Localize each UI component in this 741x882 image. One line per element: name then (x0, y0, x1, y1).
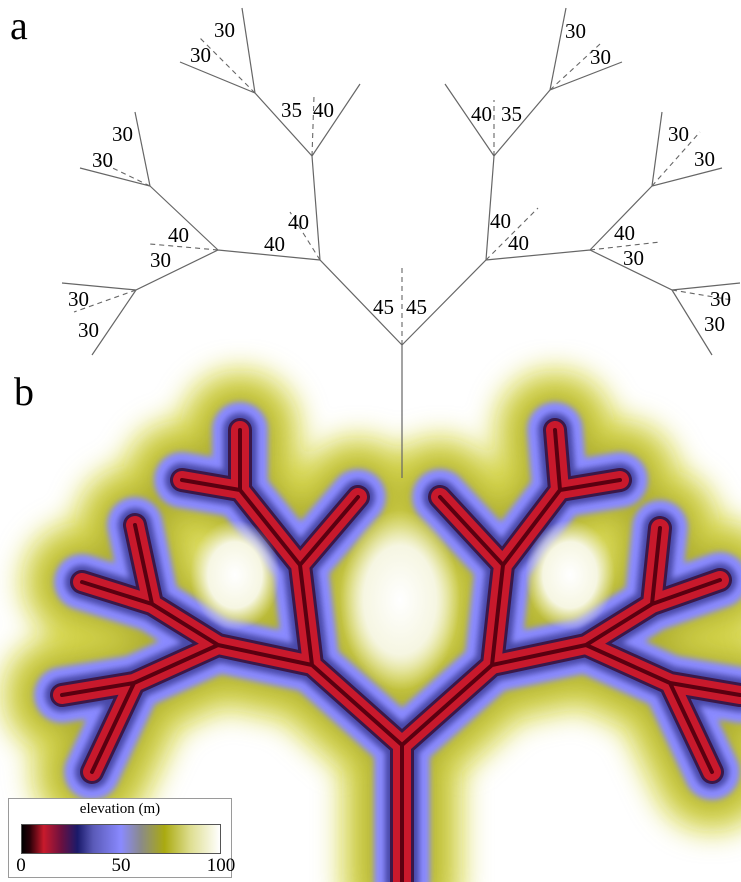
angle-label: 35 (281, 98, 302, 122)
angle-label: 30 (668, 122, 689, 146)
left-basin (190, 520, 280, 630)
angle-label: 30 (623, 246, 644, 270)
angle-label: 30 (68, 287, 89, 311)
angle-label: 30 (112, 122, 133, 146)
angle-label: 30 (704, 312, 725, 336)
angle-label: 40 (288, 210, 309, 234)
angle-label: 30 (565, 19, 586, 43)
central-basin (340, 510, 460, 690)
panel-label-a: a (10, 3, 28, 48)
angle-label: 35 (501, 102, 522, 126)
right-basin (525, 520, 615, 630)
colorbar-legend: elevation (m) 0 50 100 (8, 798, 235, 878)
angle-label: 40 (313, 98, 334, 122)
angle-label: 40 (168, 223, 189, 247)
angle-label: 40 (264, 232, 285, 256)
colorbar-tick-label: 100 (206, 855, 236, 876)
angle-label: 45 (406, 295, 427, 319)
bisector-dashes (73, 37, 733, 345)
angle-labels: 45 45 40 40 40 40 40 30 35 40 40 35 40 3… (68, 18, 731, 342)
tree-lines (61, 7, 741, 478)
angle-label: 40 (490, 209, 511, 233)
angle-label: 30 (150, 248, 171, 272)
colorbar (21, 824, 221, 854)
angle-label: 30 (694, 147, 715, 171)
angle-label: 30 (190, 43, 211, 67)
angle-label: 30 (92, 148, 113, 172)
angle-label: 40 (471, 102, 492, 126)
angle-label: 30 (214, 18, 235, 42)
angle-label: 30 (590, 45, 611, 69)
angle-label: 30 (78, 318, 99, 342)
panel-label-b: b (14, 369, 34, 414)
angle-label: 40 (614, 221, 635, 245)
angle-label: 45 (373, 295, 394, 319)
angle-label: 30 (710, 287, 731, 311)
legend-title: elevation (m) (79, 801, 161, 817)
colorbar-tick-label: 50 (111, 855, 131, 876)
angle-label: 40 (508, 231, 529, 255)
colorbar-tick-label: 0 (16, 855, 26, 876)
